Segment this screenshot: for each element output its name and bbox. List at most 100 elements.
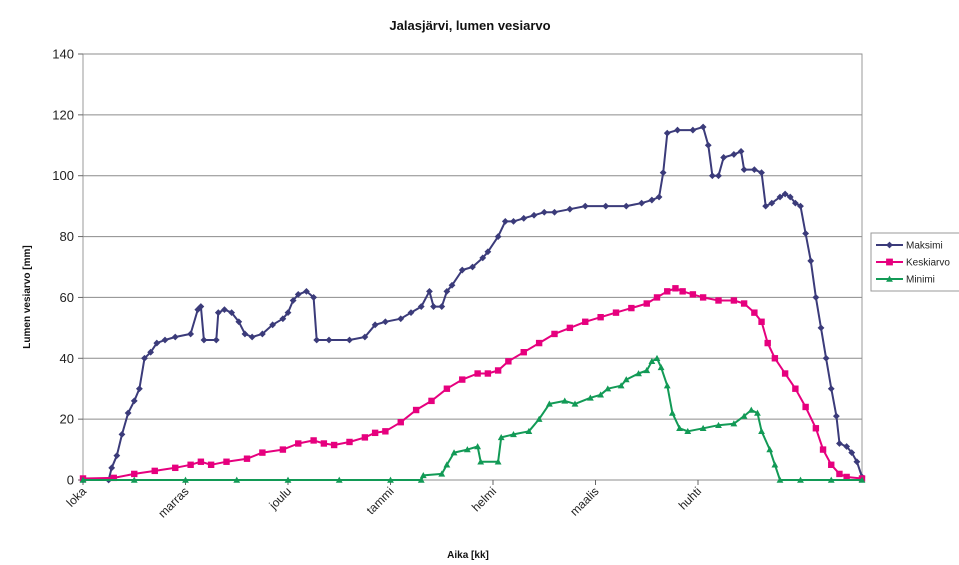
data-point-maksimi [708,172,716,180]
data-point-keskiarvo [243,455,251,462]
data-point-maksimi [426,287,433,295]
data-point-maksimi [313,336,321,344]
data-point-maksimi [161,336,169,344]
data-point-minimi [797,476,804,483]
chart-title: Jalasjärvi, lumen vesiarvo [389,18,550,33]
data-point-minimi [858,476,866,483]
legend-label-minimi: Minimi [906,275,935,286]
data-point-maksimi [197,303,205,310]
data-point-minimi [438,470,446,477]
data-point-maksimi [663,129,671,137]
data-point-keskiarvo [551,330,558,338]
data-point-maksimi [807,257,815,265]
data-point-keskiarvo [715,297,722,304]
data-point-keskiarvo [535,339,543,347]
data-point-maksimi [501,217,509,225]
data-point-maksimi [371,321,379,329]
x-tick-label: helmi [469,484,499,514]
data-point-maksimi [147,348,155,356]
data-point-keskiarvo [679,288,686,295]
data-point-maksimi [269,321,277,329]
data-point-maksimi [397,315,405,323]
data-point-maksimi [294,290,302,298]
data-point-maksimi [781,190,789,198]
data-point-keskiarvo [172,464,179,472]
data-point-keskiarvo [740,300,748,307]
data-point-maksimi [836,440,843,447]
data-point-maksimi [448,281,456,289]
data-point-keskiarvo [566,324,574,332]
legend-label-maksimi: Maksimi [906,241,943,252]
data-point-minimi [474,443,482,450]
data-point-keskiarvo [672,285,679,292]
data-point-keskiarvo [259,449,266,456]
data-point-keskiarvo [151,467,158,475]
data-point-minimi [571,400,579,407]
data-point-maksimi [381,318,389,326]
data-point-keskiarvo [612,309,620,316]
data-point-maksimi [602,202,610,210]
data-point-minimi [663,382,671,389]
data-point-minimi [387,476,394,483]
data-point-maksimi [235,318,243,326]
data-point-maksimi [443,287,451,295]
data-point-keskiarvo [412,406,420,414]
data-point-minimi [754,409,761,416]
data-point-maksimi [325,336,333,344]
data-point-minimi [657,364,665,371]
y-tick-label: 60 [60,290,74,305]
data-point-minimi [643,367,651,374]
data-point-maksimi [228,309,236,317]
data-point-maksimi [768,199,776,207]
data-point-maksimi [248,333,256,341]
data-point-maksimi [674,126,681,134]
data-point-minimi [450,449,458,456]
x-tick-label: joulu [266,484,295,513]
x-tick-label: maalis [567,484,601,518]
data-point-maksimi [786,193,794,201]
data-point-maksimi [361,333,369,341]
data-point-keskiarvo [484,370,492,377]
data-point-maksimi [817,324,825,332]
data-point-minimi [463,446,471,453]
data-point-maksimi [648,196,656,204]
data-point-maksimi [124,409,132,417]
data-point-minimi [617,382,625,389]
data-point-minimi [525,427,533,435]
data-point-minimi [335,476,343,483]
data-point-keskiarvo [764,339,771,347]
data-point-keskiarvo [597,314,604,321]
data-point-minimi [182,476,189,483]
data-point-maksimi [469,263,476,271]
data-point-keskiarvo [346,438,353,446]
data-point-maksimi [540,208,548,216]
data-point-minimi [715,421,722,428]
data-point-maksimi [141,354,148,362]
legend: Maksimi Keskiarvo Minimi [870,232,959,292]
data-point-minimi [668,409,676,416]
data-point-minimi [597,391,605,398]
data-point-keskiarvo [428,397,435,405]
data-point-minimi [771,461,779,468]
data-point-keskiarvo [664,288,671,295]
data-point-keskiarvo [836,470,843,478]
data-point-keskiarvo [819,446,827,453]
data-point-maksimi [212,336,220,344]
data-point-minimi [545,400,553,407]
x-tick-label: marras [155,484,191,520]
y-tick-label: 80 [60,229,74,244]
x-axis-ticks: loka marras joulu tammi helmi maalis huhti [64,480,704,521]
data-point-keskiarvo [628,304,635,312]
data-point-maksimi [346,336,353,344]
data-point-maksimi [740,166,748,174]
x-axis-title: Aika [kk] [447,550,489,561]
data-point-keskiarvo [771,355,779,362]
data-point-maksimi [458,266,466,274]
data-point-minimi [284,476,292,483]
data-point-maksimi [279,315,287,323]
data-point-maksimi [118,430,126,438]
data-point-minimi [233,476,241,483]
data-point-maksimi [659,169,667,177]
data-point-maksimi [776,193,784,201]
